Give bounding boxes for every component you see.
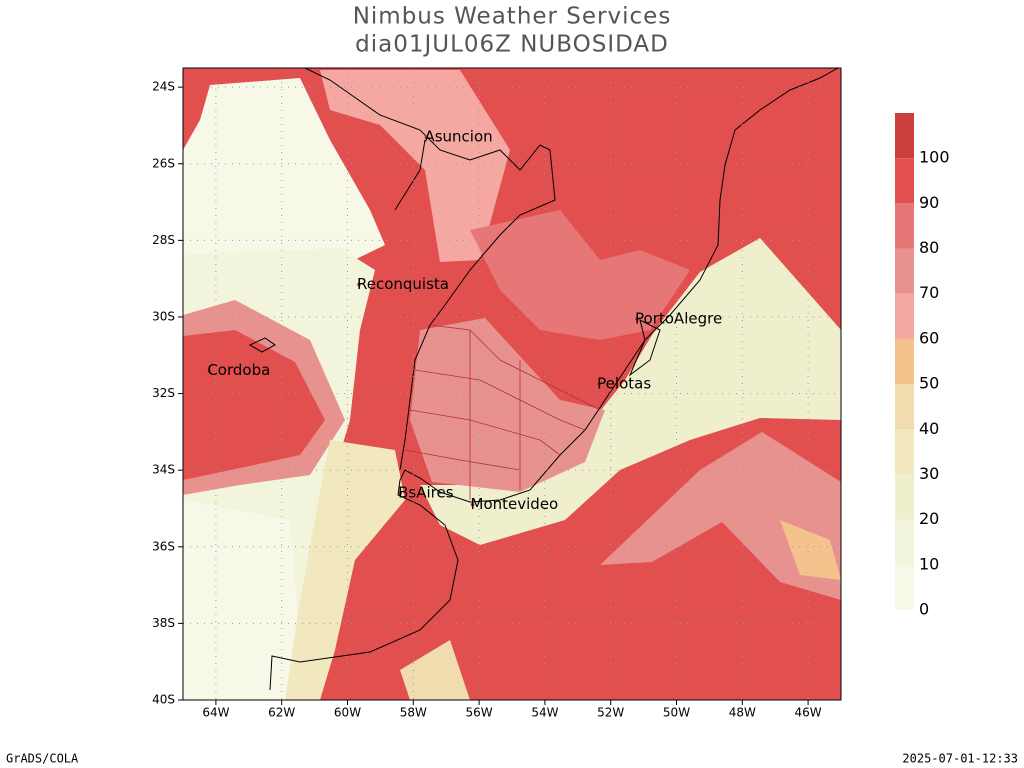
cloud-area (600, 432, 841, 600)
cities: Asuncion Reconquista Cordoba PortoAlegre Pel… (207, 127, 722, 513)
city-label: Pelotas (597, 375, 651, 393)
city-label: Cordoba (207, 361, 270, 379)
lon-tick-label: 46W (795, 706, 822, 720)
lat-tick-label: 34S (152, 463, 175, 477)
colorbar-box (895, 293, 914, 339)
colorbar-label: 60 (919, 328, 939, 347)
city-marker (398, 491, 402, 495)
cloud-area (400, 640, 470, 700)
cloud-area (470, 210, 690, 340)
colorbar-label: 80 (919, 238, 939, 257)
cloud-area (285, 440, 405, 700)
city-marker (635, 317, 639, 321)
colorbar-box (895, 429, 914, 475)
lat-tick-label: 32S (152, 386, 175, 400)
city-label: PortoAlegre (635, 309, 722, 327)
city-marker (207, 368, 212, 373)
cloud-area (183, 78, 385, 262)
lat-tick-label: 26S (152, 156, 175, 170)
colorbar-box (895, 158, 914, 204)
lat-tick-label: 38S (152, 616, 175, 630)
lon-tick-label: 56W (466, 706, 493, 720)
cloud-area (420, 238, 841, 545)
colorbar-label: 10 (919, 554, 939, 573)
colorbar-box (895, 519, 914, 565)
colorbar-label: 30 (919, 464, 939, 483)
lon-tick-label: 64W (202, 706, 229, 720)
graticule: 24S 26S 28S 30S 32S 34S 36S 38S 40S 64W 62W 60W 58W 5… (152, 68, 841, 720)
colorbar-label: 90 (919, 193, 939, 212)
cloud-area (183, 500, 300, 700)
cloud-area (780, 520, 841, 580)
coastline (248, 68, 839, 691)
colorbar-box (895, 338, 914, 385)
city-label: Reconquista (357, 275, 449, 293)
cloud-area (320, 70, 510, 262)
lat-tick-label: 36S (152, 539, 175, 553)
colorbar-label: 40 (919, 419, 939, 438)
lon-tick-label: 54W (531, 706, 558, 720)
city-label: Asuncion (424, 127, 492, 145)
lat-tick-label: 30S (152, 309, 175, 323)
colorbar-box (895, 248, 914, 294)
colorbar-box (895, 564, 914, 610)
lon-tick-label: 62W (268, 706, 295, 720)
city-label: Montevideo (471, 495, 559, 513)
borders (404, 324, 601, 500)
lon-tick-label: 58W (400, 706, 427, 720)
lat-tick-label: 24S (152, 80, 175, 94)
city-label: BsAires (398, 484, 454, 502)
map-frame (182, 67, 842, 701)
colorbar-label: 50 (919, 374, 939, 393)
lat-tick-label: 40S (152, 693, 175, 707)
city-marker (424, 135, 429, 139)
city-marker (470, 502, 475, 507)
title: Nimbus Weather Services (353, 4, 672, 30)
colorbar-label: 100 (919, 148, 950, 167)
lon-tick-label: 60W (334, 706, 361, 720)
lon-tick-label: 48W (729, 706, 756, 720)
city-marker (597, 382, 601, 386)
cloud-area (183, 300, 345, 495)
lon-tick-label: 50W (663, 706, 690, 720)
city-marker (357, 282, 361, 287)
subtitle: dia01JUL06Z NUBOSIDAD (355, 32, 669, 58)
colorbar-label: 0 (919, 600, 929, 619)
colorbar-box (895, 113, 914, 159)
colorbar-label: 70 (919, 283, 939, 302)
footer-right: 2025-07-01-12:33 (902, 752, 1018, 766)
colorbar-label: 20 (919, 509, 939, 528)
cloud-field (183, 68, 841, 700)
footer-left: GrADS/COLA (6, 752, 79, 766)
cloud-area (410, 318, 605, 492)
colorbar-box (895, 384, 914, 430)
colorbar-box (895, 203, 914, 249)
colorbar: 0 10 20 30 40 50 60 70 80 90 100 (895, 113, 950, 619)
lon-tick-label: 52W (597, 706, 624, 720)
lat-tick-label: 28S (152, 233, 175, 247)
colorbar-box (895, 474, 914, 520)
